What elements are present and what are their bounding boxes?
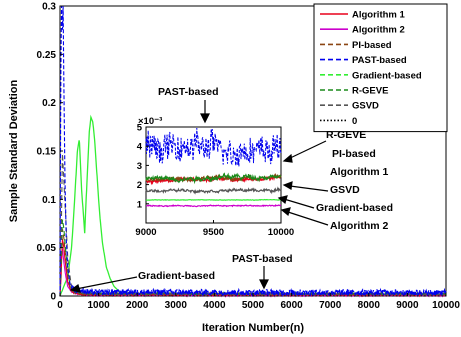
legend-label-algorithm-2: Algorithm 2	[352, 25, 405, 36]
legend-items: Algorithm 1 Algorithm 2 PI-based PAST-based…	[320, 10, 422, 127]
x-tick-label: 3000	[165, 300, 188, 311]
inset-x-tick-label: 9500	[203, 227, 224, 238]
x-tick-label: 6000	[280, 300, 303, 311]
inset-y-tick-label: 4	[137, 142, 143, 153]
annotation-algorithm-1: Algorithm 1	[330, 166, 388, 178]
y-tick-label: 0	[50, 292, 56, 303]
arrow-r-geve	[285, 140, 327, 161]
arrowhead-past-main	[259, 279, 269, 290]
x-tick-label: 8000	[358, 300, 381, 311]
annotations: PAST-based R-GEVE PI-based Algorithm 1 G…	[69, 86, 393, 293]
inset-y-tick-label: 3	[137, 161, 142, 172]
y-tick-label: 0.05	[37, 243, 57, 254]
y-axis-ticks: 0 0.05 0.1 0.15 0.2 0.25 0.3	[37, 2, 63, 303]
legend-label-r-geve: R-GEVE	[352, 86, 388, 97]
inset-series-line-past-based	[145, 127, 282, 167]
inset-series-line-algorithm-2	[145, 204, 282, 208]
arrow-gradient-main	[75, 276, 138, 290]
legend: Algorithm 1 Algorithm 2 PI-based PAST-based…	[313, 3, 448, 133]
y-tick-label: 0.25	[37, 50, 57, 61]
x-tick-label: 2000	[126, 300, 149, 311]
inset-plot: 9000 9500 10000 1 2 3 4 5 ×10⁻³	[135, 116, 294, 238]
legend-label-gsvd: GSVD	[352, 101, 379, 112]
inset-y-scale-label: ×10⁻³	[138, 116, 162, 127]
arrow-gsvd	[289, 185, 329, 192]
y-tick-label: 0.15	[37, 147, 57, 158]
y-tick-label: 0.2	[42, 98, 56, 109]
annotation-algorithm-2: Algorithm 2	[330, 220, 388, 232]
arrow-gradient-inset	[283, 198, 315, 209]
legend-label-0: 0	[352, 116, 357, 127]
x-tick-label: 10000	[432, 300, 460, 311]
arrowhead-r-geve	[282, 153, 293, 163]
legend-label-gradient-based: Gradient-based	[352, 70, 422, 81]
arrowhead-past-inset	[200, 113, 210, 124]
x-tick-label: 1000	[87, 300, 110, 311]
annotation-r-geve: R-GEVE	[326, 129, 366, 141]
annotation-gsvd: GSVD	[330, 184, 360, 196]
x-tick-label: 9000	[396, 300, 419, 311]
legend-label-past-based: PAST-based	[352, 55, 407, 66]
inset-x-tick-label: 10000	[268, 227, 294, 238]
arrowhead-gsvd	[282, 181, 293, 190]
series-line-past-based	[59, 5, 447, 298]
annotation-pi-based: PI-based	[332, 148, 376, 160]
legend-label-algorithm-1: Algorithm 1	[352, 10, 405, 21]
inset-series-line-gsvd	[145, 186, 282, 195]
main-plot-area: 0 1000 2000 3000 4000 5000 6000 7000 8000 9000 100…	[37, 2, 461, 312]
y-tick-label: 0.1	[42, 195, 56, 206]
inset-y-tick-label: 2	[137, 180, 142, 191]
y-tick-label: 0.3	[42, 2, 56, 13]
inset-y-axis-ticks: 1 2 3 4 5	[137, 123, 149, 210]
inset-series-line-r-geve	[145, 172, 282, 185]
legend-label-pi-based: PI-based	[352, 40, 392, 51]
y-axis-label: Sample Standard Deviation	[8, 80, 20, 223]
x-tick-label: 0	[57, 300, 63, 311]
arrowhead-gradient-main	[69, 284, 81, 293]
inset-y-tick-label: 5	[137, 123, 143, 134]
x-tick-label: 7000	[319, 300, 342, 311]
inset-y-tick-label: 1	[137, 199, 143, 210]
annotation-gradient-main: Gradient-based	[138, 270, 215, 282]
annotation-gradient-inset: Gradient-based	[316, 202, 393, 214]
inset-series-line-gradient-based	[145, 198, 281, 201]
x-tick-label: 4000	[203, 300, 226, 311]
x-tick-label: 5000	[242, 300, 265, 311]
x-axis-ticks: 0 1000 2000 3000 4000 5000 6000 7000 8000 9000 100…	[57, 293, 460, 311]
arrowhead-gradient-inset	[277, 195, 288, 205]
annotation-arrows	[69, 100, 329, 293]
inset-series-group	[145, 127, 282, 208]
annotation-past-main: PAST-based	[232, 253, 293, 265]
inset-x-tick-label: 9000	[135, 227, 156, 238]
arrowhead-algorithm-2	[280, 207, 291, 217]
annotation-past-inset: PAST-based	[158, 86, 219, 98]
arrow-algorithm-2	[287, 211, 329, 226]
x-axis-label: Iteration Number(n)	[202, 322, 304, 334]
legend-box	[313, 3, 448, 133]
inset-x-axis-ticks: 9000 9500 10000	[135, 220, 294, 238]
